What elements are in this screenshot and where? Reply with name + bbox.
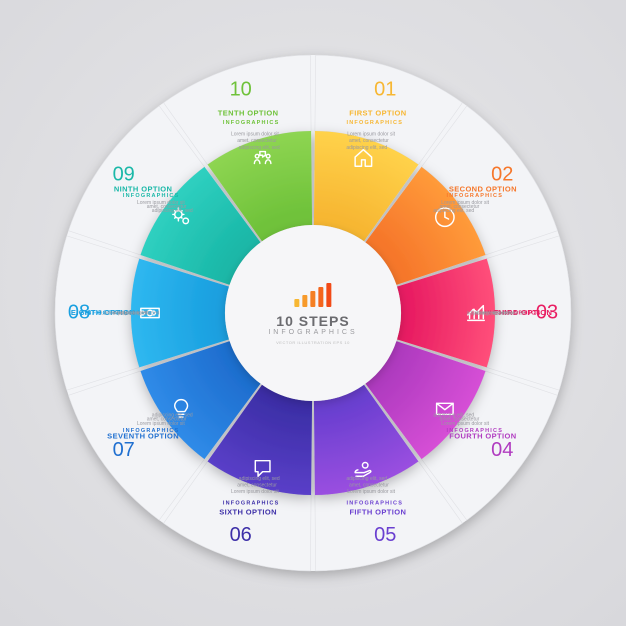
segment-subtitle: INFOGRAPHICS (447, 193, 504, 199)
segment-title: FIFTH OPTION (349, 508, 406, 517)
segment-body-line: Lorem ipsum dolor sit (347, 489, 395, 495)
segment-body-line: Lorem ipsum dolor sit (231, 132, 279, 138)
segment-subtitle: INFOGRAPHICS (123, 193, 180, 199)
segment-title: TENTH OPTION (218, 108, 279, 117)
segment-number: 10 (230, 79, 252, 101)
segment-number: 06 (230, 524, 252, 546)
segment-number: 01 (374, 79, 396, 101)
segment-body-line: amet, consectetur (349, 482, 389, 488)
segment-title: SIXTH OPTION (219, 508, 277, 517)
segment-subtitle: INFOGRAPHICS (223, 120, 280, 126)
segment-body-line: adipiscing elit, sed (346, 145, 387, 151)
segment-body-line: adipiscing elit, sed (119, 310, 160, 316)
segment-body-line: adipiscing elit, sed (346, 476, 387, 482)
segment-body-line: adipiscing elit, sed (152, 208, 193, 214)
segment-body-line: amet, consectetur (237, 138, 277, 144)
segment-body-line: adipiscing elit, sed (239, 145, 280, 151)
segment-subtitle: INFOGRAPHICS (223, 501, 280, 507)
segment-body-line: adipiscing elit, sed (433, 413, 474, 419)
segment-number: 09 (113, 164, 135, 186)
segment-body-line: adipiscing elit, sed (152, 413, 193, 419)
segment-number: 02 (491, 164, 513, 186)
segment-body-line: amet, consectetur (349, 138, 389, 144)
segment-subtitle: INFOGRAPHICS (123, 428, 180, 434)
segment-body-line: adipiscing elit, sed (239, 476, 280, 482)
segment-number: 05 (374, 524, 396, 546)
segment-body-line: amet, consectetur (237, 482, 277, 488)
center-disc (225, 225, 401, 401)
segment-subtitle: INFOGRAPHICS (447, 428, 504, 434)
segment-body-line: Lorem ipsum dolor sit (347, 132, 395, 138)
segment-number: 04 (491, 439, 513, 461)
wheel-svg: 01 FIRST OPTION INFOGRAPHICS Lorem ipsum do… (0, 0, 626, 626)
segment-body-line: adipiscing elit, sed (467, 310, 508, 316)
segment-title: FIRST OPTION (349, 108, 406, 117)
segment-number: 07 (113, 439, 135, 461)
infographic-stage: 01 FIRST OPTION INFOGRAPHICS Lorem ipsum do… (0, 0, 626, 626)
segment-body-line: Lorem ipsum dolor sit (231, 489, 279, 495)
segment-body-line: adipiscing elit, sed (433, 208, 474, 214)
segment-subtitle: INFOGRAPHICS (347, 501, 404, 507)
segment-subtitle: INFOGRAPHICS (347, 120, 404, 126)
